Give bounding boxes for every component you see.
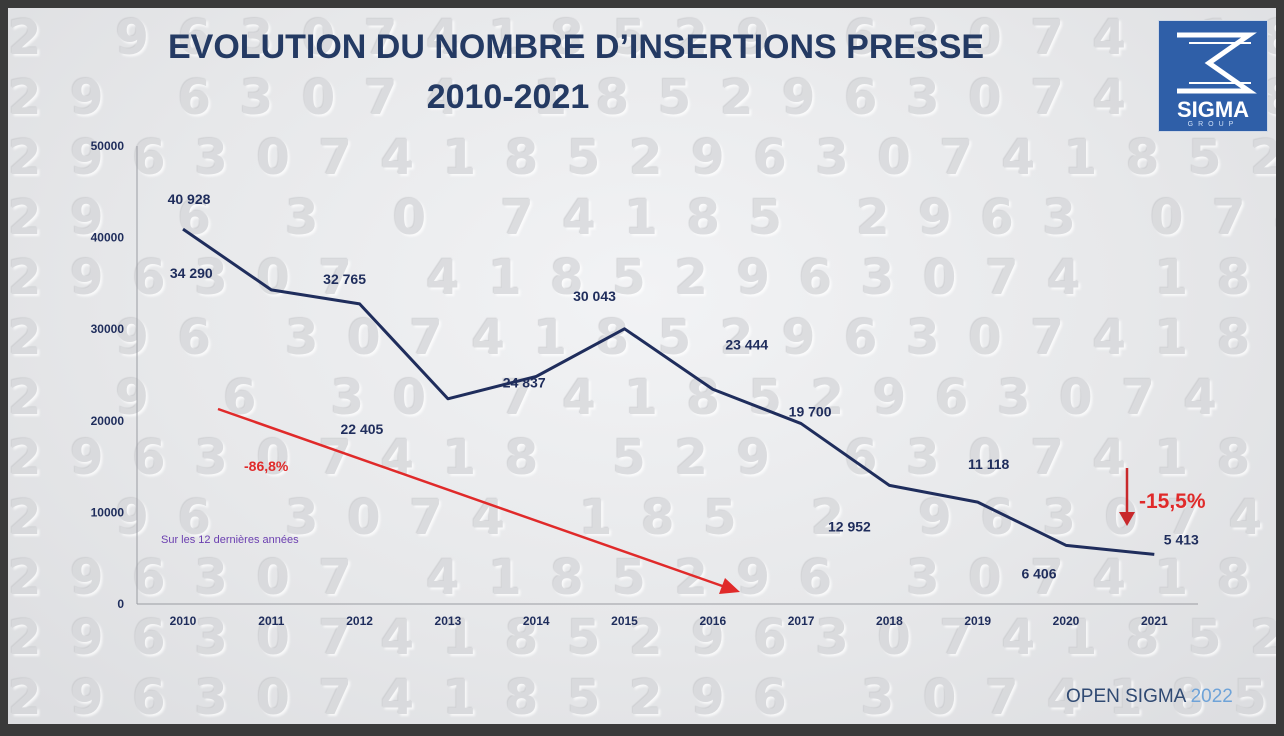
total-change-note: Sur les 12 dernières années [161, 534, 299, 546]
series-group [182, 227, 1155, 556]
x-tick-label: 2015 [611, 614, 638, 628]
data-label: 30 043 [573, 288, 616, 304]
down-arrow-head [1119, 512, 1135, 526]
last-year-change-label: -15,5% [1139, 490, 1206, 513]
data-label: 24 837 [503, 374, 546, 390]
annotations: -86,8% Sur les 12 dernières années -15,5… [161, 407, 1206, 594]
trend-arrow-line [217, 407, 729, 590]
total-change-label: -86,8% [244, 458, 289, 474]
x-tick-label: 2011 [258, 614, 284, 628]
y-tick-label: 20000 [91, 414, 125, 428]
footer-brand: OPEN SIGMA 2022 [1066, 686, 1233, 708]
y-tick-label: 0 [117, 597, 124, 611]
y-tick-label: 40000 [91, 231, 125, 245]
footer-year: 2022 [1190, 686, 1233, 707]
sigma-logo: SIGMA GROUP [1158, 20, 1268, 132]
x-tick-label: 2013 [435, 614, 462, 628]
data-label: 22 405 [340, 421, 383, 437]
slide: 2 9 6 3 0 7 4 1 8 5 2 9 6 3 0 7 4 1 8 5 … [8, 8, 1276, 724]
series-line [182, 227, 1155, 556]
y-tick-label: 30000 [91, 322, 125, 336]
x-tick-label: 2010 [170, 614, 197, 628]
background-number-pattern: 2 9 6 3 0 7 4 1 8 5 2 9 6 3 0 7 4 1 8 5 … [8, 10, 1276, 724]
x-tick-label: 2020 [1053, 614, 1080, 628]
data-label: 6 406 [1021, 565, 1056, 581]
logo-name: SIGMA [1176, 97, 1250, 122]
x-tick-label: 2017 [788, 614, 815, 628]
data-label: 34 290 [170, 265, 213, 281]
footer-brand-name: OPEN SIGMA [1066, 686, 1186, 707]
data-label: 32 765 [323, 271, 366, 287]
logo-subtitle: GROUP [1187, 121, 1239, 128]
data-label: 19 700 [789, 404, 832, 420]
data-label: 12 952 [828, 518, 871, 534]
x-tick-label: 2019 [964, 614, 991, 628]
y-tick-label: 50000 [91, 139, 125, 153]
data-label: 40 928 [168, 191, 211, 207]
sigma-icon [1177, 32, 1257, 94]
y-axis-ticks: 0 10000 20000 30000 40000 50000 [91, 139, 125, 611]
chart-axes [136, 146, 1198, 605]
x-tick-label: 2018 [876, 614, 903, 628]
chart-title-line-2: 2010-2021 [426, 78, 590, 116]
x-tick-label: 2021 [1141, 614, 1168, 628]
data-label: 5 413 [1164, 531, 1199, 547]
y-tick-label: 10000 [91, 505, 125, 519]
x-tick-label: 2012 [346, 614, 373, 628]
x-tick-label: 2014 [523, 614, 550, 628]
trend-arrow-head [719, 578, 740, 594]
x-tick-label: 2016 [699, 614, 726, 628]
data-labels: 40 928 34 290 32 765 22 405 24 837 30 043 23 4… [168, 191, 1199, 581]
data-label: 23 444 [725, 336, 768, 352]
x-axis-ticks: 2010 2011 2012 2013 2014 2015 2016 2017 2018 2019… [170, 614, 1168, 628]
data-label: 11 118 [968, 456, 1009, 472]
